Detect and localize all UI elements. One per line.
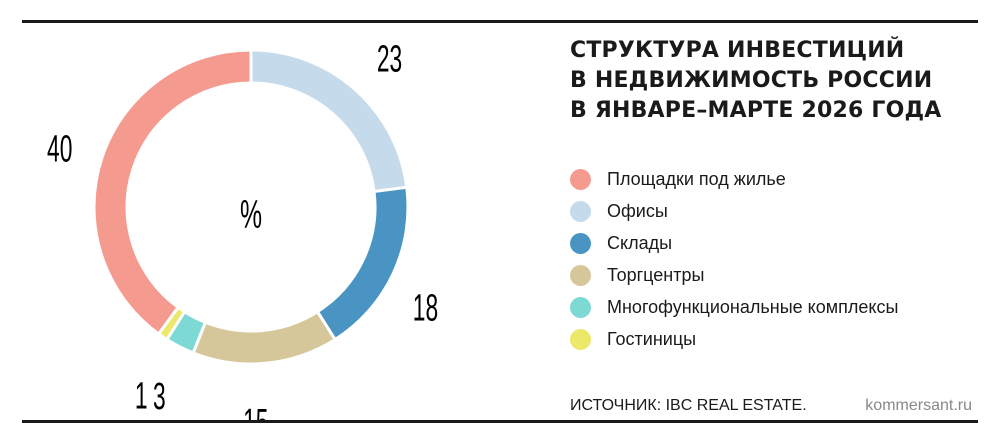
source-note: ИСТОЧНИК: IBC REAL ESTATE. <box>570 397 807 414</box>
chart-title-line-1: СТРУКТУРА ИНВЕСТИЦИЙ <box>570 38 905 63</box>
donut-slice <box>156 305 187 342</box>
chart-title: СТРУКТУРА ИНВЕСТИЦИЙ В НЕДВИЖИМОСТЬ РОСС… <box>570 36 990 126</box>
top-rule <box>22 20 978 23</box>
legend-label: Торгцентры <box>607 264 705 285</box>
legend-swatch <box>570 328 591 350</box>
slice-value-label: 18 <box>413 287 438 329</box>
legend-item-housing: Площадки под жилье <box>570 163 898 195</box>
site-link[interactable]: kommersant.ru <box>865 397 972 414</box>
legend-label: Склады <box>607 232 673 253</box>
legend-swatch <box>570 200 591 222</box>
legend-item-malls: Торгцентры <box>570 259 898 291</box>
legend-label: Площадки под жилье <box>607 168 786 189</box>
bottom-rule <box>22 420 978 423</box>
legend-label: Офисы <box>607 200 668 221</box>
legend-label: Многофункциональные комплексы <box>607 296 899 317</box>
slice-value-label: 40 <box>47 128 72 170</box>
slice-value-label: 3 <box>153 375 166 417</box>
legend-swatch <box>570 168 591 190</box>
donut-chart: 40 23 18 15 31 % <box>47 38 438 420</box>
legend: Площадки под жилье Офисы Склады Торгцент… <box>570 163 898 355</box>
donut-slice <box>92 48 253 337</box>
legend-item-warehouses: Склады <box>570 227 898 259</box>
legend-item-offices: Офисы <box>570 195 898 227</box>
legend-swatch <box>570 232 591 254</box>
legend-item-multifunctional: Многофункциональные комплексы <box>570 291 898 323</box>
legend-label: Гостиницы <box>607 328 697 349</box>
slice-value-label: 23 <box>377 38 402 80</box>
slice-value-label: 15 <box>243 401 268 420</box>
legend-item-hotels: Гостиницы <box>570 323 898 355</box>
legend-swatch <box>570 296 591 318</box>
slice-value-label: 1 <box>135 374 148 416</box>
donut-slice <box>191 309 338 366</box>
unit-label: % <box>240 193 262 237</box>
chart-title-line-2: В НЕДВИЖИМОСТЬ РОССИИ <box>570 68 933 93</box>
legend-swatch <box>570 264 591 286</box>
donut-slice <box>315 185 410 342</box>
chart-title-line-3: В ЯНВАРЕ–МАРТЕ 2026 ГОДА <box>570 98 942 123</box>
